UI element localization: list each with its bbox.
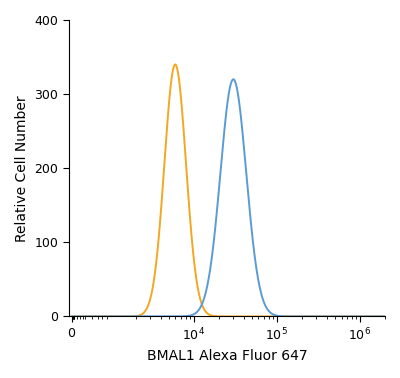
X-axis label: BMAL1 Alexa Fluor 647: BMAL1 Alexa Fluor 647	[147, 349, 307, 363]
Y-axis label: Relative Cell Number: Relative Cell Number	[15, 95, 29, 242]
